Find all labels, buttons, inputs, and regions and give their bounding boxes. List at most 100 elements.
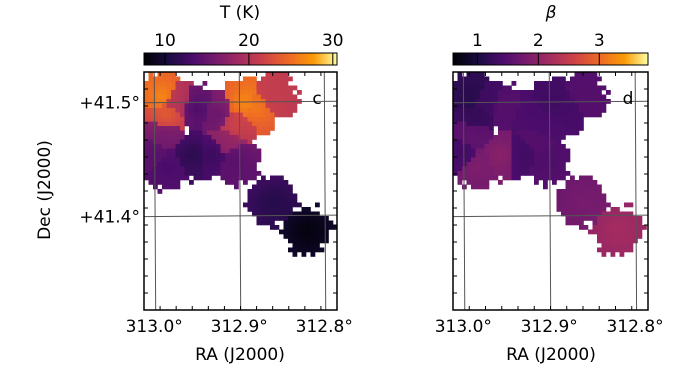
map-pixel [606, 229, 611, 235]
map-pixel [597, 193, 602, 199]
map-pixel [556, 193, 562, 199]
map-pixel [484, 184, 490, 190]
map-pixel [202, 144, 208, 149]
map-pixel [489, 112, 494, 118]
map-pixel [283, 193, 289, 199]
map-pixel [220, 130, 226, 136]
map-pixel [184, 162, 190, 167]
map-pixel [306, 238, 311, 244]
map-pixel [538, 175, 544, 181]
map-pixel [471, 184, 476, 190]
map-pixel [493, 117, 499, 122]
map-pixel [529, 90, 535, 95]
map-pixel [466, 90, 472, 95]
map-pixel [148, 148, 154, 154]
map-pixel [466, 76, 472, 82]
coordinate-grid [144, 72, 337, 310]
map-pixel [561, 175, 566, 181]
map-pixel [202, 103, 208, 109]
map-pixel [157, 175, 163, 181]
map-pixel [166, 171, 172, 176]
map-pixel [543, 166, 548, 172]
map-pixel [610, 220, 616, 226]
map-pixel [256, 184, 262, 190]
map-pixel [493, 171, 499, 176]
colorbar-tick-label: 1 [472, 31, 483, 51]
map-pixel [579, 85, 584, 91]
map-pixel [475, 135, 481, 140]
map-pixel [597, 184, 602, 190]
map-pixel [265, 108, 271, 113]
map-pixel [610, 216, 616, 221]
map-pixel [511, 139, 517, 145]
map-pixel [475, 112, 481, 118]
map-pixel [556, 90, 562, 95]
map-pixel [306, 247, 311, 253]
map-pixel [502, 153, 508, 158]
map-pixel [256, 126, 262, 131]
map-pixel [301, 220, 307, 226]
map-pixel [606, 220, 611, 226]
temperature-map [144, 72, 337, 257]
map-pixel [207, 175, 212, 181]
map-pixel [148, 90, 154, 95]
map-pixel [579, 112, 584, 118]
map-pixel [189, 117, 194, 122]
map-pixel [220, 139, 226, 145]
map-pixel [588, 81, 593, 86]
map-pixel [252, 157, 257, 163]
map-pixel [247, 144, 253, 149]
map-pixel [507, 157, 512, 163]
map-pixel [243, 153, 248, 158]
map-pixel [502, 126, 508, 131]
map-pixel [466, 81, 472, 86]
map-pixel [252, 112, 257, 118]
map-pixel [193, 112, 199, 118]
map-pixel [220, 144, 226, 149]
map-pixel [498, 94, 503, 100]
map-pixel [520, 162, 526, 167]
x-tick-label: 312.9° [211, 317, 268, 337]
map-pixel [516, 175, 521, 181]
map-pixel [520, 144, 526, 149]
map-pixel [144, 157, 149, 163]
map-pixel [480, 108, 485, 113]
map-pixel [144, 166, 149, 172]
map-pixel [498, 85, 503, 91]
map-pixel [529, 139, 535, 145]
map-pixel [588, 189, 593, 194]
map-pixel [175, 180, 181, 185]
map-pixel [471, 166, 476, 172]
map-pixel [162, 85, 167, 91]
map-pixel [234, 117, 239, 122]
map-pixel [574, 108, 580, 113]
map-pixel [238, 135, 244, 140]
map-pixel [552, 153, 557, 158]
map-pixel [466, 144, 472, 149]
map-pixel [480, 162, 485, 167]
map-pixel [175, 171, 181, 176]
map-pixel [471, 157, 476, 163]
map-pixel [247, 94, 253, 100]
map-pixel [153, 144, 158, 149]
map-pixel [538, 99, 544, 104]
map-pixel [193, 135, 199, 140]
map-pixel [229, 121, 235, 127]
map-pixel [543, 90, 548, 95]
map-pixel [292, 243, 298, 248]
map-pixel [301, 247, 307, 253]
map-pixel [252, 193, 257, 199]
map-pixel [162, 157, 167, 163]
map-pixel [457, 117, 463, 122]
map-pixel [619, 216, 625, 221]
map-pixel [162, 144, 167, 149]
map-pixel [256, 103, 262, 109]
map-pixel [480, 81, 485, 86]
map-pixel [552, 103, 557, 109]
map-pixel [583, 90, 589, 95]
map-pixel [283, 220, 289, 226]
map-pixel [270, 117, 275, 122]
map-pixel [601, 216, 607, 221]
map-pixel [193, 90, 199, 95]
map-pixel [180, 157, 185, 163]
